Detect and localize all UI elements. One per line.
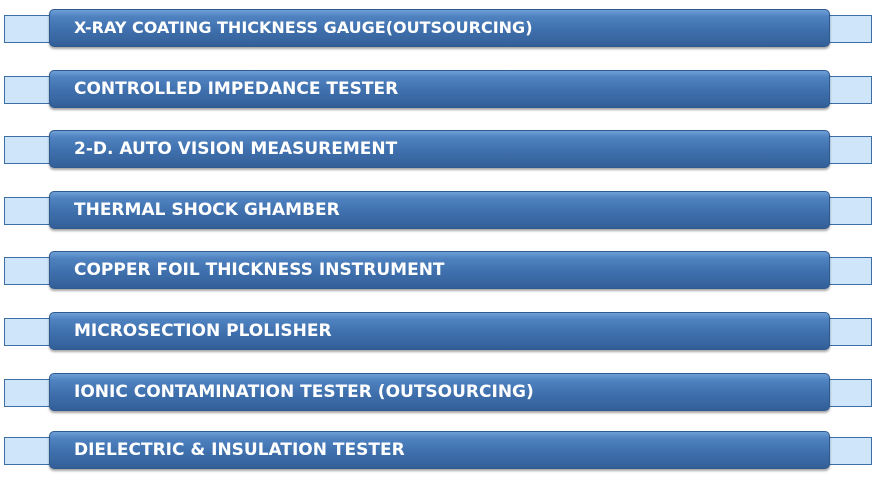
list-item: CONTROLLED IMPEDANCE TESTER xyxy=(0,70,880,110)
list-item: 2-D. AUTO VISION MEASUREMENT xyxy=(0,130,880,170)
item-box: COPPER FOIL THICKNESS INSTRUMENT xyxy=(49,251,830,289)
item-label: IONIC CONTAMINATION TESTER (OUTSOURCING) xyxy=(74,382,534,402)
list-item: IONIC CONTAMINATION TESTER (OUTSOURCING) xyxy=(0,373,880,413)
item-label: X-RAY COATING THICKNESS GAUGE(OUTSOURCIN… xyxy=(74,18,533,37)
item-box: 2-D. AUTO VISION MEASUREMENT xyxy=(49,130,830,168)
list-item: MICROSECTION PLOLISHER xyxy=(0,312,880,352)
item-box: X-RAY COATING THICKNESS GAUGE(OUTSOURCIN… xyxy=(49,9,830,47)
item-box: DIELECTRIC & INSULATION TESTER xyxy=(49,431,830,469)
item-label: 2-D. AUTO VISION MEASUREMENT xyxy=(74,139,398,159)
list-item: X-RAY COATING THICKNESS GAUGE(OUTSOURCIN… xyxy=(0,9,880,49)
item-label: COPPER FOIL THICKNESS INSTRUMENT xyxy=(74,260,445,280)
item-box: CONTROLLED IMPEDANCE TESTER xyxy=(49,70,830,108)
item-label: THERMAL SHOCK GHAMBER xyxy=(74,200,340,220)
list-item: DIELECTRIC & INSULATION TESTER xyxy=(0,431,880,471)
item-label: DIELECTRIC & INSULATION TESTER xyxy=(74,440,405,460)
list-item: THERMAL SHOCK GHAMBER xyxy=(0,191,880,231)
item-box: IONIC CONTAMINATION TESTER (OUTSOURCING) xyxy=(49,373,830,411)
item-box: THERMAL SHOCK GHAMBER xyxy=(49,191,830,229)
item-label: CONTROLLED IMPEDANCE TESTER xyxy=(74,79,399,99)
item-box: MICROSECTION PLOLISHER xyxy=(49,312,830,350)
item-label: MICROSECTION PLOLISHER xyxy=(74,321,332,341)
list-item: COPPER FOIL THICKNESS INSTRUMENT xyxy=(0,251,880,291)
